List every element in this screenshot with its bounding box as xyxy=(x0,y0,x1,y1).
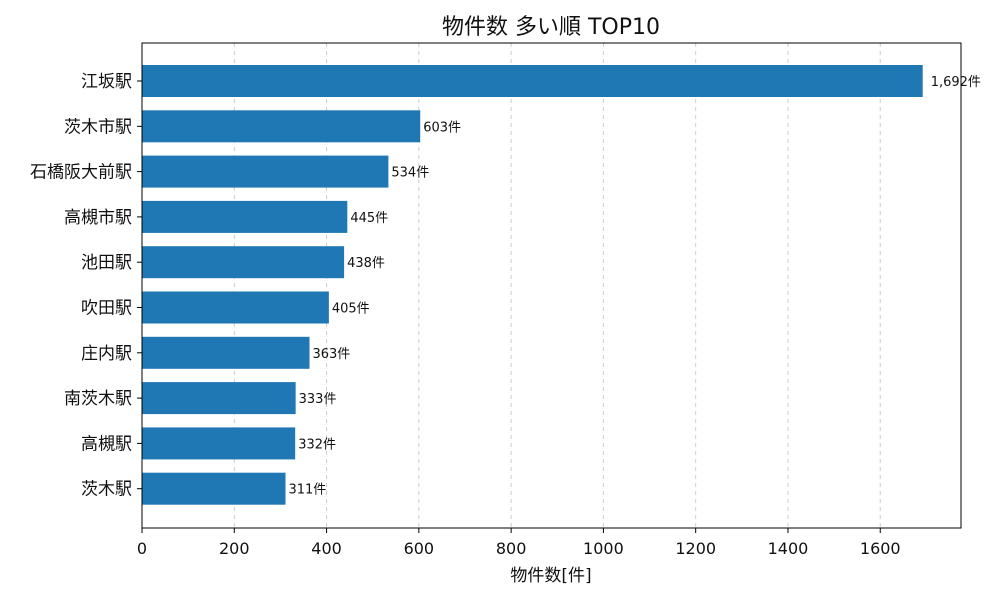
x-tick-label: 600 xyxy=(404,539,435,558)
x-tick-label: 800 xyxy=(496,539,527,558)
x-axis-title: 物件数[件] xyxy=(510,566,591,586)
bar xyxy=(142,155,389,188)
x-tick-label: 1400 xyxy=(768,539,809,558)
chart-title: 物件数 多い順 TOP10 xyxy=(442,15,660,40)
bar xyxy=(142,65,923,97)
x-tick-label: 1600 xyxy=(860,539,901,558)
value-labels: 1,692件 603件 534件 445件 438件 405件 363件 333件 332件 31… xyxy=(288,75,980,498)
x-tick-labels: 0 200 400 600 800 1000 1200 1400 1600 xyxy=(137,528,901,558)
category-label: 池田駅 xyxy=(81,253,132,273)
category-label: 茨木市駅 xyxy=(64,117,132,137)
bar xyxy=(142,427,296,460)
value-label: 445件 xyxy=(350,211,388,226)
value-label: 332件 xyxy=(298,437,336,452)
category-label: 庄内駅 xyxy=(81,344,132,364)
category-label: 吹田駅 xyxy=(81,299,132,319)
bar xyxy=(142,246,345,279)
category-label: 石橋阪大前駅 xyxy=(30,163,132,183)
value-label: 534件 xyxy=(391,166,429,181)
x-tick-label: 1000 xyxy=(583,539,624,558)
value-label: 405件 xyxy=(332,302,370,317)
category-label: 高槻市駅 xyxy=(64,208,132,228)
x-tick-label: 400 xyxy=(311,539,342,558)
category-label: 南茨木駅 xyxy=(64,389,132,409)
x-tick-label: 1200 xyxy=(675,539,716,558)
category-label: 茨木駅 xyxy=(81,480,132,500)
category-label: 高槻駅 xyxy=(81,434,132,454)
bar xyxy=(142,200,348,233)
x-tick-label: 0 xyxy=(137,539,147,558)
plot-frame xyxy=(141,42,962,529)
bars xyxy=(142,65,923,505)
bar xyxy=(142,382,296,415)
value-label: 438件 xyxy=(347,256,385,271)
x-tick-label: 200 xyxy=(219,539,250,558)
value-label: 1,692件 xyxy=(931,75,981,90)
bar xyxy=(142,472,286,505)
value-label: 311件 xyxy=(288,483,326,498)
bar xyxy=(142,291,329,324)
value-label: 333件 xyxy=(299,392,337,407)
bar xyxy=(142,336,310,369)
value-label: 603件 xyxy=(423,120,461,135)
category-label: 江坂駅 xyxy=(81,72,132,92)
value-label: 363件 xyxy=(312,347,350,362)
bar xyxy=(142,110,421,143)
